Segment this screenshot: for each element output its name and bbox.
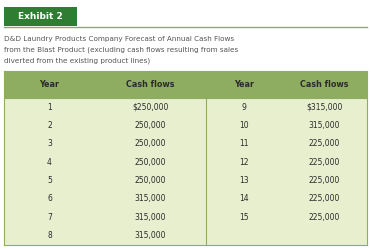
- Text: 250,000: 250,000: [135, 121, 166, 130]
- Text: 10: 10: [239, 121, 249, 130]
- Text: 9: 9: [242, 103, 246, 112]
- Text: 225,000: 225,000: [309, 158, 340, 167]
- Text: 14: 14: [239, 194, 249, 203]
- FancyBboxPatch shape: [4, 98, 367, 245]
- Text: diverted from the existing product lines): diverted from the existing product lines…: [4, 58, 151, 64]
- Text: 3: 3: [47, 139, 52, 148]
- Text: Year: Year: [40, 80, 59, 89]
- FancyBboxPatch shape: [4, 71, 367, 98]
- Text: from the Blast Product (excluding cash flows resulting from sales: from the Blast Product (excluding cash f…: [4, 47, 239, 53]
- Text: 315,000: 315,000: [135, 231, 166, 240]
- Text: 225,000: 225,000: [309, 194, 340, 203]
- Text: 12: 12: [239, 158, 249, 167]
- Text: Cash flows: Cash flows: [300, 80, 348, 89]
- Text: $315,000: $315,000: [306, 103, 342, 112]
- Text: 5: 5: [47, 176, 52, 185]
- Text: 6: 6: [47, 194, 52, 203]
- Text: 8: 8: [47, 231, 52, 240]
- Text: 315,000: 315,000: [135, 194, 166, 203]
- FancyBboxPatch shape: [4, 7, 77, 26]
- Text: 225,000: 225,000: [309, 212, 340, 222]
- Text: $250,000: $250,000: [132, 103, 168, 112]
- Text: Exhibit 2: Exhibit 2: [18, 12, 63, 21]
- Text: 4: 4: [47, 158, 52, 167]
- Text: 250,000: 250,000: [135, 139, 166, 148]
- Text: Cash flows: Cash flows: [126, 80, 174, 89]
- Text: D&D Laundry Products Company Forecast of Annual Cash Flows: D&D Laundry Products Company Forecast of…: [4, 36, 234, 42]
- Text: 250,000: 250,000: [135, 158, 166, 167]
- Text: 225,000: 225,000: [309, 139, 340, 148]
- Text: 315,000: 315,000: [135, 212, 166, 222]
- Text: 2: 2: [47, 121, 52, 130]
- Text: 250,000: 250,000: [135, 176, 166, 185]
- Text: 15: 15: [239, 212, 249, 222]
- Text: 1: 1: [47, 103, 52, 112]
- Text: 315,000: 315,000: [309, 121, 340, 130]
- Text: 7: 7: [47, 212, 52, 222]
- Text: 13: 13: [239, 176, 249, 185]
- Text: 225,000: 225,000: [309, 176, 340, 185]
- Text: Year: Year: [234, 80, 254, 89]
- Text: 11: 11: [239, 139, 249, 148]
